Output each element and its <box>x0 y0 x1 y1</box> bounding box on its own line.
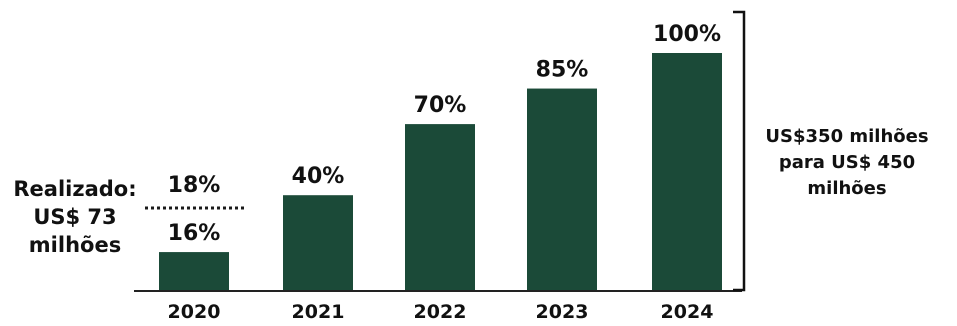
right-bracket <box>733 10 746 292</box>
x-tick-2021: 2021 <box>292 301 345 323</box>
x-tick-2022: 2022 <box>414 301 467 323</box>
value-labels: 16% 40% 70% 85% 100% <box>168 22 721 246</box>
value-label-2022: 70% <box>414 93 467 118</box>
right-annotation-line-3: milhões <box>807 178 886 199</box>
right-annotation-line-1: US$350 milhões <box>765 126 928 147</box>
right-annotation: US$350 milhões para US$ 450 milhões <box>765 126 928 199</box>
left-annotation: Realizado: US$ 73 milhões <box>13 177 136 257</box>
bar-2020 <box>159 252 229 290</box>
x-tick-labels: 2020 2021 2022 2023 2024 <box>168 301 714 323</box>
bar-2021 <box>283 195 353 290</box>
right-annotation-line-2: para US$ 450 <box>779 152 915 173</box>
value-label-2021: 40% <box>292 164 345 189</box>
bars <box>159 53 722 290</box>
bar-2022 <box>405 124 475 290</box>
bar-2023 <box>527 88 597 290</box>
x-tick-2020: 2020 <box>168 301 221 323</box>
x-tick-2024: 2024 <box>661 301 714 323</box>
left-annotation-line-3: milhões <box>29 233 121 257</box>
x-tick-2023: 2023 <box>536 301 589 323</box>
bar-2024 <box>652 53 722 290</box>
value-label-2020: 16% <box>168 221 221 246</box>
value-label-2023: 85% <box>536 58 589 83</box>
left-annotation-line-1: Realizado: <box>13 177 136 201</box>
left-annotation-line-2: US$ 73 <box>33 205 116 229</box>
value-label-2024: 100% <box>653 22 721 47</box>
target-label: 18% <box>168 173 221 198</box>
